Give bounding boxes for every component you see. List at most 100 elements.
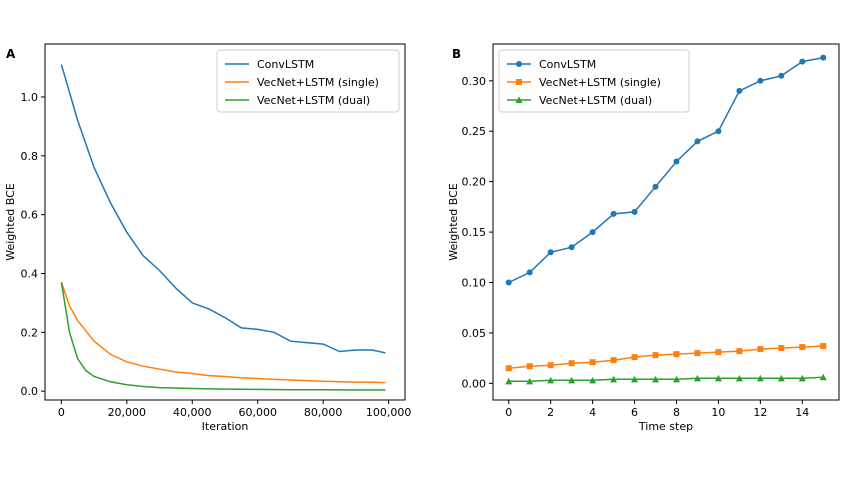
- series-0: [505, 54, 827, 286]
- data-point: [631, 375, 639, 383]
- y-tick-label: 0.15: [462, 226, 487, 239]
- panel-label: B: [452, 47, 461, 61]
- x-tick-label: 80,000: [304, 406, 343, 419]
- x-tick-label: 10: [711, 406, 725, 419]
- legend-label: ConvLSTM: [257, 58, 314, 71]
- x-tick-label: 12: [753, 406, 767, 419]
- data-point: [757, 77, 764, 84]
- data-point: [736, 87, 743, 94]
- x-tick-label: 14: [795, 406, 809, 419]
- x-axis-label: Iteration: [202, 420, 249, 433]
- y-tick-label: 0.30: [462, 75, 487, 88]
- data-point: [547, 249, 554, 256]
- x-tick-label: 0: [505, 406, 512, 419]
- data-point: [799, 58, 806, 65]
- series-line: [60, 282, 386, 391]
- data-point: [568, 360, 575, 367]
- data-point: [505, 377, 513, 385]
- data-point: [736, 348, 743, 355]
- data-point: [820, 343, 827, 350]
- data-point: [568, 376, 576, 384]
- data-point: [526, 269, 533, 276]
- data-point: [568, 244, 575, 251]
- series-line: [508, 345, 824, 369]
- series-line: [508, 56, 824, 284]
- y-axis-label: Weighted BCE: [4, 183, 17, 261]
- y-tick-label: 0.05: [462, 327, 487, 340]
- plot-frame: [492, 43, 840, 401]
- y-tick-label: 0.8: [21, 150, 39, 163]
- data-point: [547, 362, 554, 369]
- x-tick-label: 0: [58, 406, 65, 419]
- x-tick-label: 60,000: [238, 406, 277, 419]
- y-tick-label: 0.25: [462, 125, 487, 138]
- data-point: [799, 344, 806, 351]
- data-point: [526, 363, 533, 370]
- x-tick-label: 20,000: [108, 406, 147, 419]
- data-point: [694, 350, 701, 357]
- y-tick-label: 0.4: [21, 267, 39, 280]
- data-point: [756, 374, 764, 382]
- x-tick-label: 100,000: [366, 406, 412, 419]
- data-point: [589, 229, 596, 236]
- legend-marker: [516, 79, 522, 85]
- data-point: [589, 376, 597, 384]
- data-point: [715, 349, 722, 356]
- data-point: [778, 72, 785, 79]
- data-point: [694, 138, 701, 145]
- data-point: [820, 54, 827, 61]
- panel-label: A: [6, 47, 16, 61]
- chart-panel-b: B 0 2 4 6 8 10 12 14 0.00 0.05 0.10 0.15 0.20 0.25 0.30…: [447, 43, 840, 433]
- legend: ConvLSTM VecNet+LSTM (single) VecNet+LSTM …: [216, 49, 400, 113]
- series-line: [60, 64, 386, 354]
- legend: ConvLSTM VecNet+LSTM (single) VecNet+LSTM …: [498, 49, 690, 113]
- data-point: [672, 375, 680, 383]
- data-point: [652, 375, 660, 383]
- data-point: [757, 346, 764, 353]
- y-tick-label: 0.10: [462, 277, 487, 290]
- legend-label: ConvLSTM: [539, 58, 596, 71]
- data-point: [610, 210, 617, 217]
- data-point: [735, 374, 743, 382]
- x-axis-label: Time step: [638, 420, 693, 433]
- y-tick-label: 0.00: [462, 377, 487, 390]
- x-tick-label: 8: [673, 406, 680, 419]
- series-0: [60, 64, 386, 354]
- y-tick-label: 0.20: [462, 176, 487, 189]
- data-point: [777, 374, 785, 382]
- y-tick-label: 0.6: [21, 209, 39, 222]
- data-point: [673, 158, 680, 165]
- series-2: [60, 282, 386, 391]
- data-point: [589, 359, 596, 366]
- x-tick-label: 4: [589, 406, 596, 419]
- y-tick-label: 1.0: [21, 91, 39, 104]
- y-tick-label: 0.2: [21, 326, 39, 339]
- series-1: [60, 282, 386, 384]
- data-point: [610, 375, 618, 383]
- x-tick-label: 40,000: [173, 406, 212, 419]
- legend-label: VecNet+LSTM (single): [539, 76, 661, 89]
- data-point: [505, 279, 512, 286]
- series-2: [505, 373, 827, 385]
- data-point: [819, 373, 827, 381]
- legend-label: VecNet+LSTM (dual): [539, 94, 652, 107]
- data-point: [547, 376, 555, 384]
- series-line: [508, 376, 824, 383]
- y-axis-label: Weighted BCE: [447, 183, 460, 261]
- plot-frame: [44, 43, 406, 401]
- legend-box: [498, 49, 690, 113]
- data-point: [673, 351, 680, 358]
- data-point: [610, 357, 617, 364]
- data-point: [652, 183, 659, 190]
- chart-panel-a: A 0 20,000 40,000 60,000 80,000 100,000 0.0 0.2 0…: [4, 43, 412, 433]
- legend-label: VecNet+LSTM (single): [257, 76, 379, 89]
- data-point: [715, 128, 722, 135]
- data-point: [714, 374, 722, 382]
- legend-box: [216, 49, 400, 113]
- data-point: [693, 374, 701, 382]
- legend-marker: [516, 61, 522, 67]
- legend-label: VecNet+LSTM (dual): [257, 94, 370, 107]
- data-point: [798, 374, 806, 382]
- data-point: [526, 377, 534, 385]
